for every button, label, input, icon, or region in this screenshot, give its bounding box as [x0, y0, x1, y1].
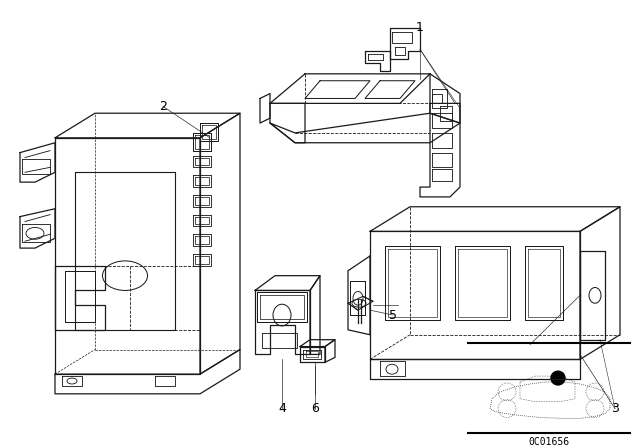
Text: 4: 4 — [278, 402, 286, 415]
Text: 3: 3 — [611, 402, 619, 415]
Text: 6: 6 — [311, 402, 319, 415]
Text: 1: 1 — [416, 21, 424, 34]
Text: 5: 5 — [389, 309, 397, 322]
Text: 0C01656: 0C01656 — [529, 437, 570, 447]
Circle shape — [551, 371, 565, 385]
Text: 2: 2 — [159, 100, 167, 113]
